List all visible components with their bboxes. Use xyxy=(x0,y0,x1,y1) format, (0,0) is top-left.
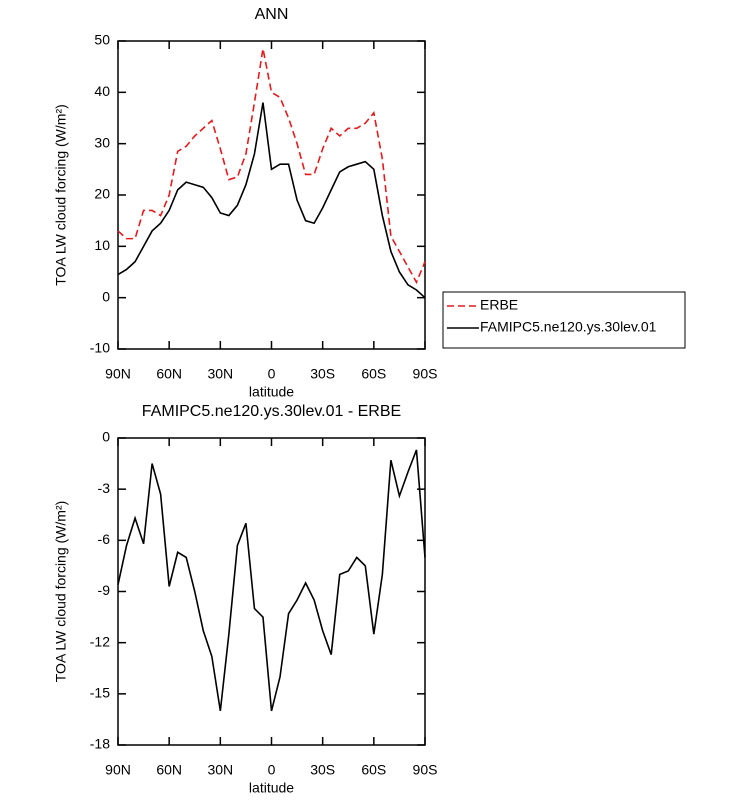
chart-title: FAMIPC5.ne120.ys.30lev.01 - ERBE xyxy=(142,403,401,420)
y-tick-label: -3 xyxy=(98,480,111,496)
x-tick-label: 30S xyxy=(310,762,335,778)
y-tick-label: -6 xyxy=(98,531,111,547)
legend-label: FAMIPC5.ne120.ys.30lev.01 xyxy=(480,319,657,335)
x-axis-label: latitude xyxy=(249,384,294,400)
y-tick-label: 40 xyxy=(94,83,110,99)
series-line xyxy=(117,449,426,712)
x-tick-label: 90N xyxy=(105,366,131,382)
y-axis-label: TOA LW cloud forcing (W/m²) xyxy=(53,104,69,286)
x-tick-label: 30N xyxy=(207,762,233,778)
y-axis-label: TOA LW cloud forcing (W/m²) xyxy=(53,501,69,683)
x-tick-label: 90S xyxy=(413,762,438,778)
y-tick-label: 0 xyxy=(102,288,110,304)
x-tick-label: 0 xyxy=(268,366,276,382)
y-tick-label: 10 xyxy=(94,237,110,253)
x-tick-label: 0 xyxy=(268,762,276,778)
series-line xyxy=(117,102,426,299)
y-tick-label: -15 xyxy=(90,685,110,701)
x-tick-label: 60S xyxy=(361,762,386,778)
x-tick-label: 60N xyxy=(156,366,182,382)
y-tick-label: -9 xyxy=(98,582,111,598)
x-tick-label: 30S xyxy=(310,366,335,382)
x-tick-label: 60S xyxy=(361,366,386,382)
y-tick-label: 30 xyxy=(94,134,110,150)
series-line xyxy=(117,48,426,285)
chart-title: ANN xyxy=(255,6,289,23)
x-tick-label: 90N xyxy=(105,762,131,778)
y-tick-label: 50 xyxy=(94,32,110,48)
y-tick-label: 0 xyxy=(102,429,110,445)
plot-frame xyxy=(117,437,426,746)
y-tick-label: -10 xyxy=(90,340,110,356)
legend-box xyxy=(442,291,686,349)
legend-label: ERBE xyxy=(480,297,518,313)
y-tick-label: 20 xyxy=(94,186,110,202)
x-tick-label: 90S xyxy=(413,366,438,382)
y-tick-label: -12 xyxy=(90,633,110,649)
x-tick-label: 30N xyxy=(207,366,233,382)
x-tick-label: 60N xyxy=(156,762,182,778)
x-axis-label: latitude xyxy=(249,780,294,796)
y-tick-label: -18 xyxy=(90,736,110,752)
